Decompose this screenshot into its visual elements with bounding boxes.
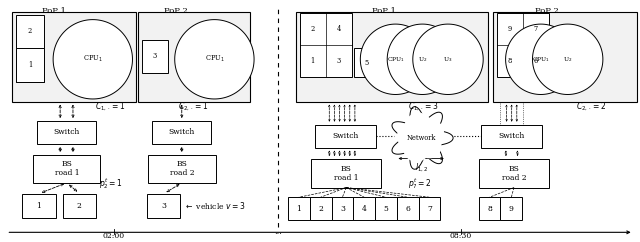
Polygon shape <box>404 113 433 141</box>
Text: 2: 2 <box>77 202 82 210</box>
Polygon shape <box>397 123 422 149</box>
Bar <box>375 197 397 220</box>
Text: CPU$_1$: CPU$_1$ <box>532 55 550 64</box>
Text: 7: 7 <box>427 205 432 213</box>
Text: U$_2$: U$_2$ <box>418 55 427 64</box>
Text: ...: ... <box>275 228 282 236</box>
Text: 08:30: 08:30 <box>450 232 472 240</box>
Bar <box>288 197 310 220</box>
Text: Switch: Switch <box>53 129 80 136</box>
Bar <box>419 197 440 220</box>
Text: Switch: Switch <box>499 132 525 140</box>
Text: 1: 1 <box>36 202 42 210</box>
Text: 9: 9 <box>509 205 514 213</box>
Text: $\leftarrow$ vehicle $v = 3$: $\leftarrow$ vehicle $v = 3$ <box>184 200 245 211</box>
Polygon shape <box>403 135 430 162</box>
Text: 5: 5 <box>383 205 388 213</box>
Text: 02:00: 02:00 <box>103 232 125 240</box>
Text: $C_{1,\cdot} = 1$: $C_{1,\cdot} = 1$ <box>95 101 125 113</box>
Text: BS
road 1: BS road 1 <box>334 165 358 182</box>
Bar <box>16 48 44 82</box>
Bar <box>397 197 419 220</box>
Bar <box>37 121 96 144</box>
Text: BS
road 2: BS road 2 <box>170 160 195 177</box>
Bar <box>296 12 488 102</box>
Polygon shape <box>417 134 442 158</box>
Bar <box>138 12 250 102</box>
Text: Switch: Switch <box>168 129 195 136</box>
Text: $l_{1,2}$: $l_{1,2}$ <box>415 162 428 174</box>
Text: BS
road 2: BS road 2 <box>502 165 526 182</box>
Text: 1: 1 <box>296 205 301 213</box>
Text: BS
road 1: BS road 1 <box>54 160 79 177</box>
Bar <box>63 194 96 218</box>
Text: $p_7^t = 2$: $p_7^t = 2$ <box>408 176 431 191</box>
Text: 3: 3 <box>153 52 157 60</box>
Text: 6: 6 <box>405 205 410 213</box>
Text: CPU$_1$: CPU$_1$ <box>83 54 102 64</box>
Polygon shape <box>175 20 254 99</box>
Text: Network: Network <box>406 134 436 142</box>
Text: CPU$_1$: CPU$_1$ <box>205 54 224 64</box>
Text: 8: 8 <box>487 205 492 213</box>
Text: 4: 4 <box>337 25 341 33</box>
Bar <box>497 13 549 77</box>
Bar <box>22 194 56 218</box>
Text: U$_3$: U$_3$ <box>444 55 452 64</box>
Polygon shape <box>532 24 603 94</box>
Bar <box>310 197 332 220</box>
Bar <box>353 197 375 220</box>
Bar <box>152 121 211 144</box>
Text: Switch: Switch <box>332 132 358 140</box>
Text: $C_{2,\cdot} = 2$: $C_{2,\cdot} = 2$ <box>576 101 607 113</box>
Bar <box>300 13 352 77</box>
Text: $p_2^t = 1$: $p_2^t = 1$ <box>99 176 123 191</box>
Text: 1: 1 <box>310 57 315 65</box>
Bar <box>147 194 180 218</box>
Text: 3: 3 <box>337 57 341 65</box>
Text: 3: 3 <box>161 202 166 210</box>
Text: $C_{2,\cdot} = 1$: $C_{2,\cdot} = 1$ <box>178 101 209 113</box>
Bar <box>332 197 353 220</box>
Bar <box>479 159 549 188</box>
Text: 3: 3 <box>340 205 345 213</box>
Bar <box>481 125 542 148</box>
Text: 2: 2 <box>310 25 315 33</box>
Polygon shape <box>360 24 431 94</box>
Text: 2: 2 <box>318 205 323 213</box>
Bar <box>479 197 500 220</box>
Text: U$_2$: U$_2$ <box>563 55 572 64</box>
Polygon shape <box>506 24 576 94</box>
Polygon shape <box>53 20 132 99</box>
Bar <box>33 155 100 183</box>
Bar <box>16 15 44 82</box>
Text: 9: 9 <box>508 25 512 33</box>
Polygon shape <box>419 120 444 145</box>
Bar <box>148 155 216 183</box>
Text: 4: 4 <box>362 205 367 213</box>
Text: 2: 2 <box>28 27 32 36</box>
Text: 8: 8 <box>508 57 512 65</box>
Text: PoP 2: PoP 2 <box>535 7 559 15</box>
Text: PoP 1: PoP 1 <box>42 7 67 15</box>
Bar <box>500 197 522 220</box>
Text: CPU$_1$: CPU$_1$ <box>387 55 404 64</box>
Polygon shape <box>392 107 453 169</box>
Polygon shape <box>413 24 483 94</box>
Text: 5: 5 <box>364 59 368 67</box>
Bar <box>311 159 381 188</box>
Bar <box>142 40 168 73</box>
Bar <box>493 12 637 102</box>
Text: 7: 7 <box>534 25 538 33</box>
Text: PoP 1: PoP 1 <box>372 7 396 15</box>
Text: 6: 6 <box>534 57 538 65</box>
Text: 1: 1 <box>28 61 32 69</box>
Bar <box>12 12 136 102</box>
Text: $C_{1,\cdot} = 3$: $C_{1,\cdot} = 3$ <box>408 101 440 113</box>
Bar <box>354 48 378 77</box>
Polygon shape <box>387 24 458 94</box>
Bar <box>315 125 376 148</box>
Text: PoP 2: PoP 2 <box>164 7 188 15</box>
